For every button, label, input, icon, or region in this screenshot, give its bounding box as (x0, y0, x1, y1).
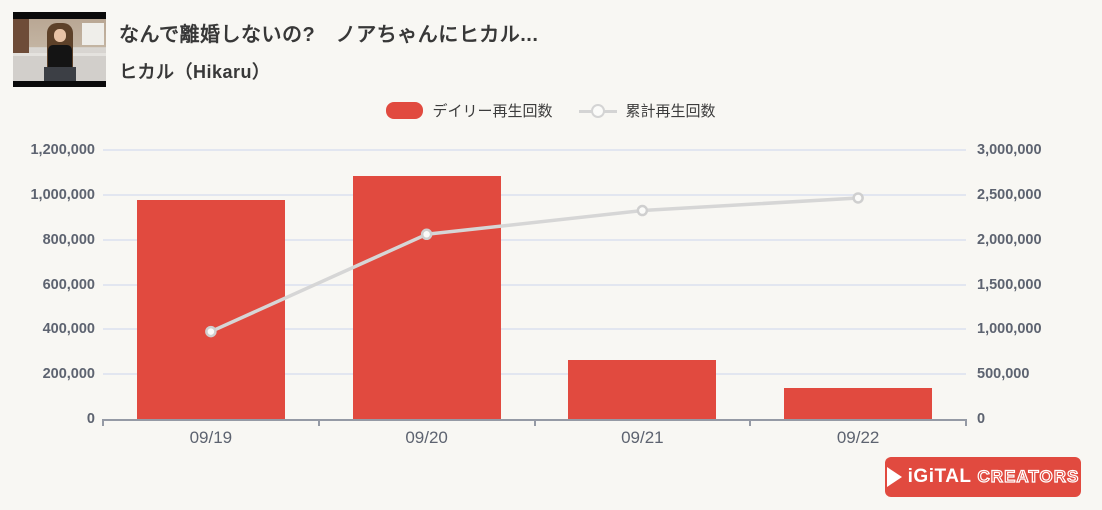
channel-name: ヒカル（Hikaru） (119, 62, 271, 82)
thumbnail-window (82, 23, 104, 45)
logo-text-creators: CREATORS (977, 466, 1080, 486)
legend-cumulative-label: 累計再生回数 (625, 103, 716, 120)
y-axis-left-tick-label: 0 (86, 411, 95, 427)
legend-daily-label: デイリー再生回数 (432, 103, 553, 120)
y-axis-right-tick-label: 1,500,000 (977, 276, 1042, 293)
legend-item-cumulative[interactable]: 累計再生回数 (578, 100, 716, 121)
y-axis-left-tick-label: 1,000,000 (30, 186, 95, 203)
video-title: なんで離婚しないの? ノアちゃんにヒカル... (119, 24, 539, 46)
thumbnail-scene (13, 19, 106, 81)
daily-bar-09-22[interactable] (784, 387, 933, 419)
cumulative-point-09-21[interactable] (636, 204, 649, 217)
y-axis-left-tick-label: 1,200,000 (30, 142, 95, 158)
x-axis-tick (533, 419, 536, 426)
thumbnail-person-skirt (44, 67, 76, 81)
legend-item-daily[interactable]: デイリー再生回数 (386, 100, 553, 121)
y-axis-right-tick-label: 2,500,000 (977, 186, 1042, 203)
play-triangle-icon (886, 467, 902, 487)
line-marker-icon (578, 103, 617, 119)
x-tick-label: 09/20 (405, 428, 448, 447)
y-axis-left-tick-label: 600,000 (42, 276, 95, 293)
daily-bar-09-20[interactable] (352, 175, 501, 419)
y-axis-right-tick-label: 1,000,000 (977, 321, 1042, 338)
logo-text-digital: iGiTAL (907, 466, 972, 487)
x-tick-label: 09/22 (836, 428, 880, 447)
daily-series-swatch (386, 102, 424, 119)
y-axis-right-tick-label: 3,000,000 (977, 142, 1042, 158)
x-axis-tick (965, 419, 967, 426)
gridline (103, 149, 966, 151)
y-axis-left-tick-label: 200,000 (42, 366, 95, 383)
cumulative-line (210, 196, 859, 334)
x-tick-label: 09/19 (189, 428, 233, 447)
x-axis-tick (102, 419, 104, 426)
x-axis-tick (749, 419, 752, 426)
x-tick-label: 09/21 (621, 428, 664, 447)
daily-bar-09-21[interactable] (568, 359, 717, 419)
video-thumbnail (13, 12, 106, 87)
y-axis-right-tick-label: 2,000,000 (977, 231, 1042, 248)
x-axis-tick (317, 419, 320, 426)
thumbnail-shelf (13, 19, 29, 55)
y-axis-left-tick-label: 800,000 (42, 231, 95, 248)
chart-legend: デイリー再生回数 累計再生回数 (0, 100, 1102, 121)
thumbnail-person-face (54, 29, 66, 42)
y-axis-right-tick-label: 0 (977, 411, 986, 427)
daily-bar-09-19[interactable] (136, 200, 285, 419)
thumbnail-person-top (48, 45, 72, 67)
y-axis-right-tick-label: 500,000 (977, 366, 1030, 383)
digital-creators-logo: iGiTAL CREATORS (885, 457, 1081, 497)
gridline (103, 193, 966, 196)
y-axis-left-tick-label: 400,000 (42, 321, 95, 338)
gridline (103, 373, 966, 376)
